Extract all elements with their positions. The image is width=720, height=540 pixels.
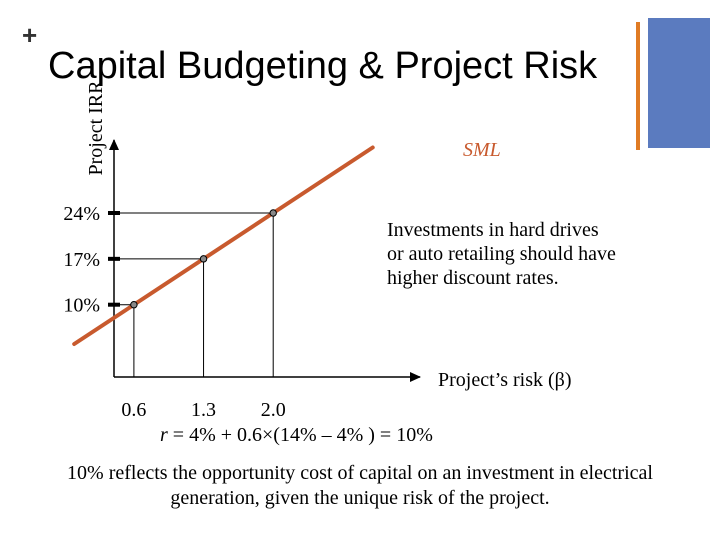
accent-bar-blue xyxy=(648,18,710,148)
formula-variable: r xyxy=(160,424,168,446)
y-tick-2 xyxy=(108,211,120,215)
x-tick-label-1: 1.3 xyxy=(191,399,216,421)
sml-line xyxy=(72,145,375,346)
data-point-0 xyxy=(130,301,138,309)
accent-bar-orange xyxy=(636,22,640,150)
y-tick-label-2: 24% xyxy=(63,203,100,225)
annotation-text: Investments in hard drives or auto retai… xyxy=(387,219,616,289)
sml-label: SML xyxy=(463,139,501,161)
footer-text: 10% reflects the opportunity cost of cap… xyxy=(67,462,653,509)
y-tick-1 xyxy=(108,256,120,261)
data-points xyxy=(108,209,277,377)
formula: r = 4% + 0.6×(14% – 4% ) = 10% xyxy=(160,424,433,447)
x-axis-label: Project’s risk (β) xyxy=(438,369,572,391)
axis-labels: SML Project’s risk (β) 10% 0.6 17% 1.3 24% 2.0 xyxy=(63,139,571,421)
y-axis-label: Project IRR xyxy=(85,80,107,176)
data-point-2 xyxy=(269,209,277,217)
plus-icon: + xyxy=(22,20,38,50)
y-tick-label-0: 10% xyxy=(63,295,100,317)
slide-title: Capital Budgeting & Project Risk xyxy=(48,45,598,87)
data-point-1 xyxy=(199,255,208,263)
y-tick-0 xyxy=(108,302,120,307)
y-tick-label-1: 17% xyxy=(63,249,100,271)
formula-expression: = 4% + 0.6×(14% – 4% ) = 10% xyxy=(167,424,433,446)
x-tick-label-2: 2.0 xyxy=(261,399,286,421)
x-tick-label-0: 0.6 xyxy=(121,399,146,421)
